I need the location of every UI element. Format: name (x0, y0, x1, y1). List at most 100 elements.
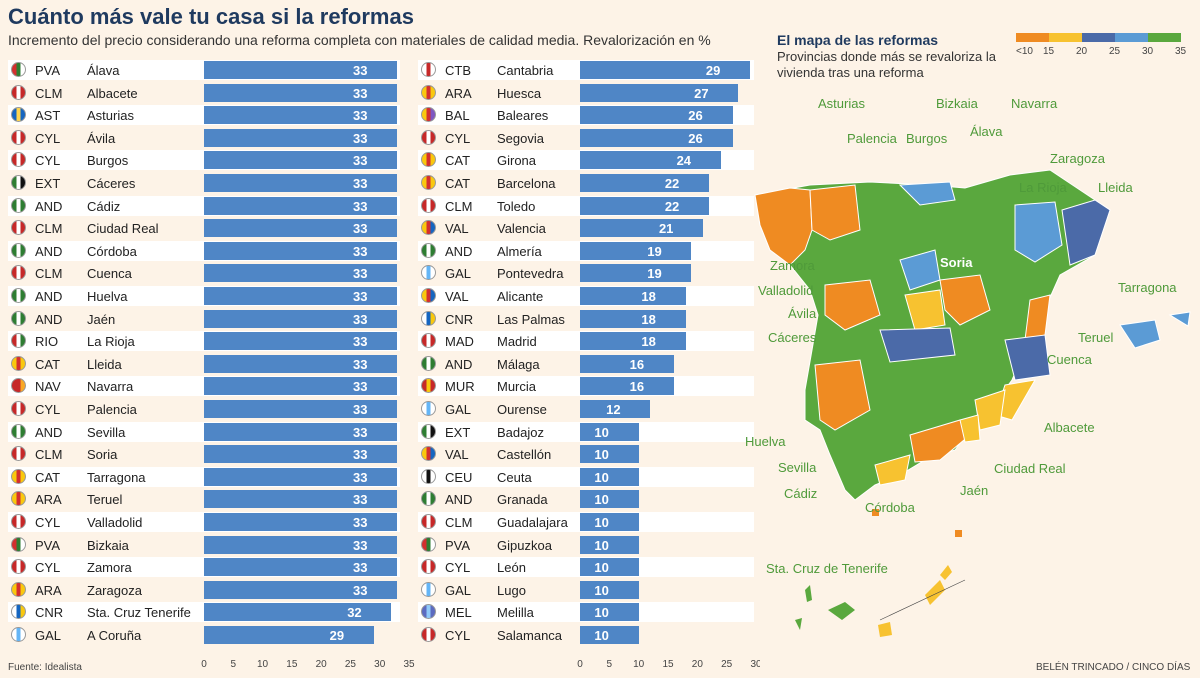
bar-value-label: 33 (353, 198, 368, 214)
table-row: NAV Navarra 33 (8, 376, 400, 397)
province-name: Navarra (87, 379, 134, 395)
province-name: Cuenca (87, 266, 132, 282)
map-label: La Rioja (1019, 180, 1067, 195)
region-flag-icon (421, 265, 436, 281)
bar-value-label: 33 (353, 85, 368, 101)
region-code: ARA (35, 492, 62, 508)
region-flag-icon (421, 514, 436, 529)
region-code: AST (35, 108, 61, 124)
region-flag-icon (11, 107, 26, 123)
region-flag-icon (421, 288, 436, 303)
province-name: Salamanca (497, 628, 563, 643)
bar-value-label: 33 (353, 469, 368, 485)
region-code: CAT (445, 153, 471, 169)
bar-value-label: 10 (594, 560, 609, 576)
region-flag-icon (421, 627, 436, 642)
region-flag-icon (11, 468, 26, 484)
region-code: CLM (35, 221, 63, 237)
bar (204, 467, 398, 486)
bar (580, 558, 639, 577)
map-label: Córdoba (865, 500, 915, 515)
bar (204, 83, 398, 102)
province-name: Jaén (87, 311, 116, 327)
catalonia-darkblue (1061, 199, 1111, 266)
table-row: CAT Girona 24 (418, 150, 754, 171)
region-flag-icon (421, 378, 436, 394)
x-tick-label: 15 (286, 659, 298, 670)
region-code: VAL (445, 289, 469, 304)
table-row: MUR Murcia 16 (418, 376, 754, 397)
bar (204, 445, 398, 464)
region-flag-icon (421, 152, 436, 168)
bar (204, 400, 398, 418)
chart-title: Cuánto más vale tu casa si la reformas (8, 4, 414, 29)
map-label: Soria (940, 255, 973, 270)
region-code: PVA (445, 537, 471, 553)
bar-value-label: 33 (353, 153, 368, 169)
province-name: Badajoz (497, 424, 544, 440)
bar (204, 490, 398, 509)
region-flag-icon (421, 242, 436, 258)
bar (204, 106, 398, 125)
bar-value-label: 26 (688, 130, 703, 146)
map-label: Zamora (770, 258, 815, 273)
province-name: Lleida (87, 356, 122, 372)
valencia-darkblue (1004, 334, 1051, 381)
bar-value-label: 10 (594, 537, 609, 553)
province-name: Segovia (497, 130, 544, 146)
region-flag-icon (421, 62, 436, 77)
region-code: CTB (445, 63, 471, 78)
table-row: CYL Burgos 33 (8, 150, 400, 171)
region-flag-icon (421, 581, 436, 597)
table-row: ARA Huesca 27 (418, 83, 754, 103)
table-row: GAL Pontevedra 19 (418, 263, 754, 283)
table-row: MEL Melilla 10 (418, 602, 754, 623)
region-code: VAL (445, 447, 469, 463)
region-flag-icon (421, 220, 436, 236)
table-row: CYL Zamora 33 (8, 557, 400, 578)
bar (204, 513, 398, 531)
province-name: Girona (497, 153, 537, 169)
table-row: AND Almería 19 (418, 240, 754, 261)
region-flag-icon (421, 197, 436, 213)
table-row: AND Sevilla 33 (8, 421, 400, 442)
granada-orange (909, 419, 971, 463)
legend-swatch (1082, 33, 1115, 42)
almeria-yellow (959, 414, 981, 443)
bar (580, 106, 733, 125)
bar-value-label: 33 (353, 379, 368, 395)
bar-value-label: 33 (353, 424, 368, 440)
bar-value-label: 33 (353, 537, 368, 553)
bar-value-label: 16 (629, 379, 645, 395)
spain-map (754, 169, 1191, 637)
province-name: Valencia (497, 221, 546, 237)
bar-value-label: 22 (664, 198, 680, 214)
province-name: Gipuzkoa (497, 537, 552, 553)
province-name: Huelva (87, 289, 128, 304)
table-row: ARA Teruel 33 (8, 489, 400, 509)
table-row: AND Córdoba 33 (8, 240, 400, 261)
bar (204, 603, 392, 622)
region-code: CAT (35, 356, 61, 372)
province-name: Zaragoza (87, 582, 142, 598)
bar-value-label: 18 (641, 289, 656, 304)
map-label: Cádiz (784, 486, 818, 501)
bar-value-label: 26 (688, 108, 703, 124)
bar (204, 174, 398, 192)
bar (580, 377, 674, 396)
province-name: Granada (497, 492, 548, 508)
map-label: Valladolid (758, 283, 814, 298)
region-code: CYL (445, 628, 471, 643)
bar (204, 264, 398, 283)
region-code: CYL (445, 130, 471, 146)
province-name: Albacete (87, 85, 138, 101)
province-name: Barcelona (497, 176, 556, 191)
malaga-yellow (874, 454, 911, 486)
bar (580, 467, 639, 486)
table-row: CYL Ávila 33 (8, 128, 400, 148)
region-flag-icon (421, 468, 436, 484)
province-name: Tarragona (87, 469, 146, 485)
province-name: Melilla (497, 605, 534, 621)
map-label: Lleida (1098, 180, 1133, 195)
region-flag-icon (421, 604, 436, 620)
